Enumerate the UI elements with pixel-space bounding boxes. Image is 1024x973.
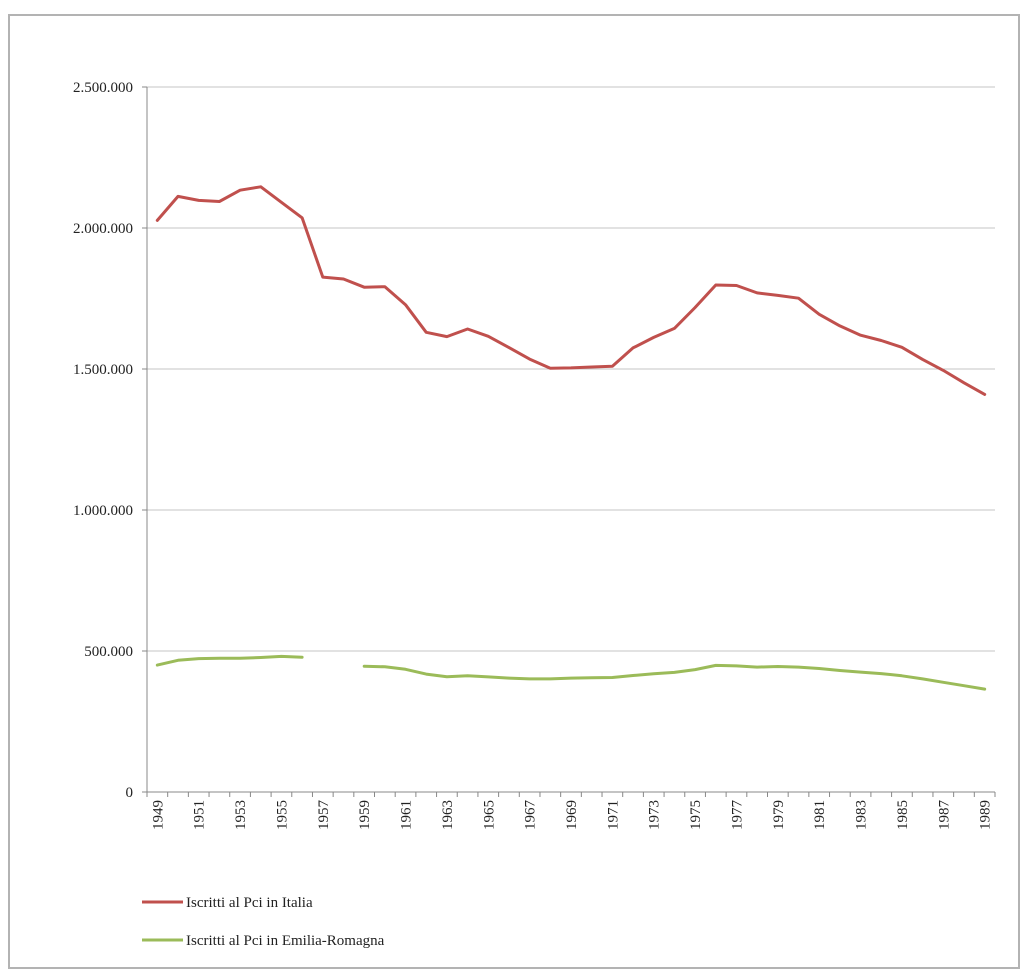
y-tick-label: 2.500.000 — [73, 80, 133, 96]
x-tick-label: 1981 — [812, 800, 828, 830]
axes — [146, 87, 995, 793]
y-tick-label: 1.500.000 — [73, 362, 133, 378]
y-tick-label: 0 — [126, 785, 134, 801]
x-tick-label: 1979 — [771, 800, 787, 830]
series-line-1 — [155, 185, 987, 396]
x-tick-label: 1973 — [647, 800, 663, 830]
x-tick-label: 1971 — [605, 800, 621, 830]
legend-label-1: Iscritti al Pci in Italia — [186, 895, 313, 911]
x-tick-label: 1953 — [233, 800, 249, 830]
x-tick-label: 1959 — [357, 800, 373, 830]
x-tick-label: 1969 — [564, 800, 580, 830]
x-tick-label: 1985 — [895, 800, 911, 830]
x-tick-label: 1965 — [481, 800, 497, 830]
x-tick-label: 1967 — [523, 800, 539, 831]
x-tick-label: 1955 — [274, 800, 290, 830]
legend: Iscritti al Pci in Italia Iscritti al Pci… — [142, 895, 385, 949]
legend-label-2: Iscritti al Pci in Emilia-Romagna — [186, 933, 385, 949]
x-tick-label: 1957 — [316, 800, 332, 831]
y-axis-ticks: 0 500.000 1.000.000 1.500.000 2.000.000 2.500… — [73, 80, 147, 801]
x-tick-label: 1977 — [729, 800, 745, 831]
series-lines — [155, 185, 987, 691]
y-tick-label: 500.000 — [84, 644, 133, 660]
x-tick-label: 1989 — [978, 800, 994, 830]
chart-frame: 0 500.000 1.000.000 1.500.000 2.000.000 2.500… — [8, 14, 1020, 969]
x-tick-label: 1983 — [854, 800, 870, 830]
x-tick-label: 1951 — [192, 800, 208, 830]
x-tick-label: 1987 — [936, 800, 952, 831]
x-tick-label: 1963 — [440, 800, 456, 830]
x-tick-label: 1975 — [688, 800, 704, 830]
x-axis-ticks: 1949 1951 1953 1955 1957 1959 1961 1963 1965 1967… — [146, 792, 996, 831]
line-chart: 0 500.000 1.000.000 1.500.000 2.000.000 2.500… — [73, 80, 996, 949]
x-tick-label: 1961 — [399, 800, 415, 830]
series-line-2 — [155, 654, 987, 691]
y-tick-label: 2.000.000 — [73, 221, 133, 237]
y-tick-label: 1.000.000 — [73, 503, 133, 519]
x-tick-label: 1949 — [150, 800, 166, 830]
